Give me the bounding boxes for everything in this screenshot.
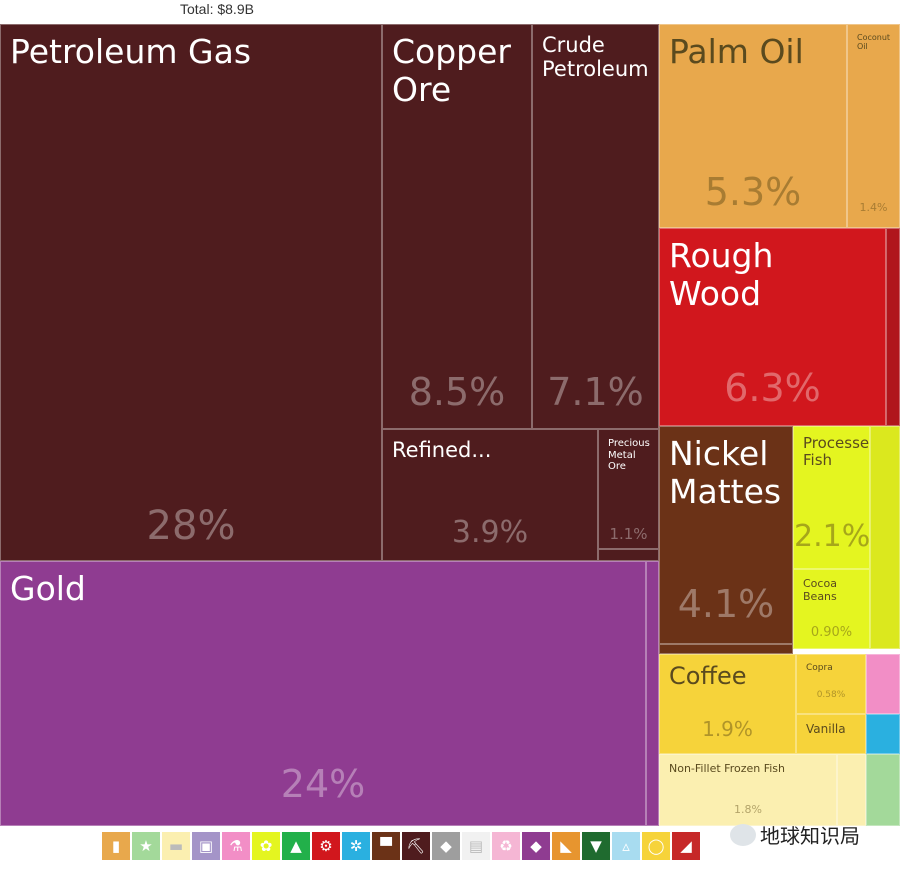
- flask-icon[interactable]: ⚗: [222, 832, 250, 860]
- tile-label: Rough Wood: [669, 236, 774, 313]
- small-category-tile: [598, 549, 659, 561]
- anvil-icon[interactable]: ▀: [372, 832, 400, 860]
- tile-label: Gold: [10, 569, 86, 608]
- food-icon[interactable]: ◣: [552, 832, 580, 860]
- gear-icon[interactable]: ⚙: [312, 832, 340, 860]
- tile-percent: 4.1%: [677, 582, 775, 626]
- tile-percent: 5.3%: [704, 170, 802, 214]
- cogs-icon[interactable]: ✲: [342, 832, 370, 860]
- treemap-tile: Rough Wood 6.3%: [659, 228, 886, 426]
- wheat-icon[interactable]: ✿: [252, 832, 280, 860]
- treemap-tile: Non-Fillet Frozen Fish 1.8%: [659, 754, 837, 826]
- treemap-tile: Precious Metal Ore 1.1%: [598, 429, 659, 549]
- tile-percent: 1.8%: [734, 803, 762, 816]
- tool-icon[interactable]: ◢: [672, 832, 700, 860]
- treemap-tile: Coffee 1.9%: [659, 654, 796, 754]
- tile-label: Coffee: [669, 662, 747, 690]
- tile-percent: 1.4%: [859, 201, 888, 214]
- treemap-tile: Copra 0.58%: [796, 654, 866, 714]
- tile-percent: 6.3%: [724, 366, 821, 410]
- tile-percent: 0.90%: [810, 625, 853, 640]
- treemap-tile: Gold 24%: [0, 561, 646, 826]
- tile-label: Vanilla: [806, 722, 846, 736]
- treemap-tile: Nickel Mattes 4.1%: [659, 426, 793, 644]
- tile-label: Precious Metal Ore: [608, 438, 650, 472]
- category-legend: ▮ ★ ▬ ▣ ⚗ ✿ ▲ ⚙ ✲ ▀ ⛏ ◆ ▤ ♻ ◆ ◣ ▼ ▵ ◯ ◢: [102, 832, 700, 862]
- document-icon[interactable]: ▤: [462, 832, 490, 860]
- tile-label: Nickel Mattes: [669, 434, 782, 511]
- watermark: 地球知识局: [730, 820, 860, 849]
- tile-percent: 1.9%: [702, 717, 753, 741]
- treemap-tile: Petroleum Gas 28%: [0, 24, 382, 561]
- treemap-tile: Processed Fish 2.1%: [793, 426, 870, 569]
- star-icon[interactable]: ★: [132, 832, 160, 860]
- watermark-text: 地球知识局: [760, 824, 860, 848]
- shoe-icon[interactable]: ▲: [282, 832, 310, 860]
- small-category-tile: [886, 228, 900, 426]
- tile-label: Palm Oil: [669, 32, 804, 71]
- small-category-tile: [837, 754, 866, 826]
- tile-label: Copra: [806, 663, 833, 673]
- treemap-tile: Cocoa Beans 0.90%: [793, 569, 870, 649]
- treemap-tile: Copper Ore 8.5%: [382, 24, 532, 429]
- triangle-icon[interactable]: ▵: [612, 832, 640, 860]
- treemap-tile: Coconut Oil 1.4%: [847, 24, 900, 228]
- small-category-tile: [870, 426, 900, 649]
- treemap-chart: Petroleum Gas 28% Copper Ore 8.5% Crude Petr…: [0, 24, 900, 826]
- animal-icon[interactable]: ▬: [162, 832, 190, 860]
- tile-percent: 0.58%: [816, 690, 846, 700]
- small-category-tile: [866, 714, 900, 754]
- tile-percent: 28%: [146, 503, 236, 549]
- recycle-icon[interactable]: ♻: [492, 832, 520, 860]
- tile-label: Petroleum Gas: [10, 32, 252, 71]
- tile-label: Copper Ore: [392, 32, 511, 109]
- tile-percent: 7.1%: [547, 370, 644, 414]
- small-category-tile: [866, 654, 900, 714]
- tile-percent: 2.1%: [794, 519, 870, 554]
- pickaxe-icon[interactable]: ⛏: [402, 832, 430, 860]
- tile-percent: 24%: [280, 762, 366, 806]
- chat-bubble-icon: [730, 823, 756, 846]
- tile-label: Crude Petroleum: [542, 33, 649, 82]
- picture-icon[interactable]: ▣: [192, 832, 220, 860]
- tile-label: Cocoa Beans: [803, 577, 837, 603]
- bottle-icon[interactable]: ▮: [102, 832, 130, 860]
- small-category-tile: [659, 644, 793, 654]
- treemap-tile: Vanilla: [796, 714, 866, 754]
- tile-percent: 3.9%: [451, 515, 529, 550]
- treemap-tile: Refined... 3.9%: [382, 429, 598, 561]
- tile-label: Refined...: [392, 438, 492, 462]
- treemap-tile: Palm Oil 5.3%: [659, 24, 847, 228]
- small-category-tile: [866, 754, 900, 826]
- box-icon[interactable]: ◆: [432, 832, 460, 860]
- tile-percent: 1.1%: [609, 525, 648, 543]
- total-value: Total: $8.9B: [180, 1, 254, 17]
- tile-label: Processed Fish: [803, 434, 870, 470]
- sun-icon[interactable]: ◯: [642, 832, 670, 860]
- diamond-icon[interactable]: ◆: [522, 832, 550, 860]
- small-category-tile: [646, 561, 659, 826]
- tile-percent: 8.5%: [408, 370, 506, 414]
- shirt-icon[interactable]: ▼: [582, 832, 610, 860]
- tile-label: Non-Fillet Frozen Fish: [669, 762, 786, 775]
- tile-label: Coconut Oil: [857, 33, 891, 52]
- treemap-tile: Crude Petroleum 7.1%: [532, 24, 659, 429]
